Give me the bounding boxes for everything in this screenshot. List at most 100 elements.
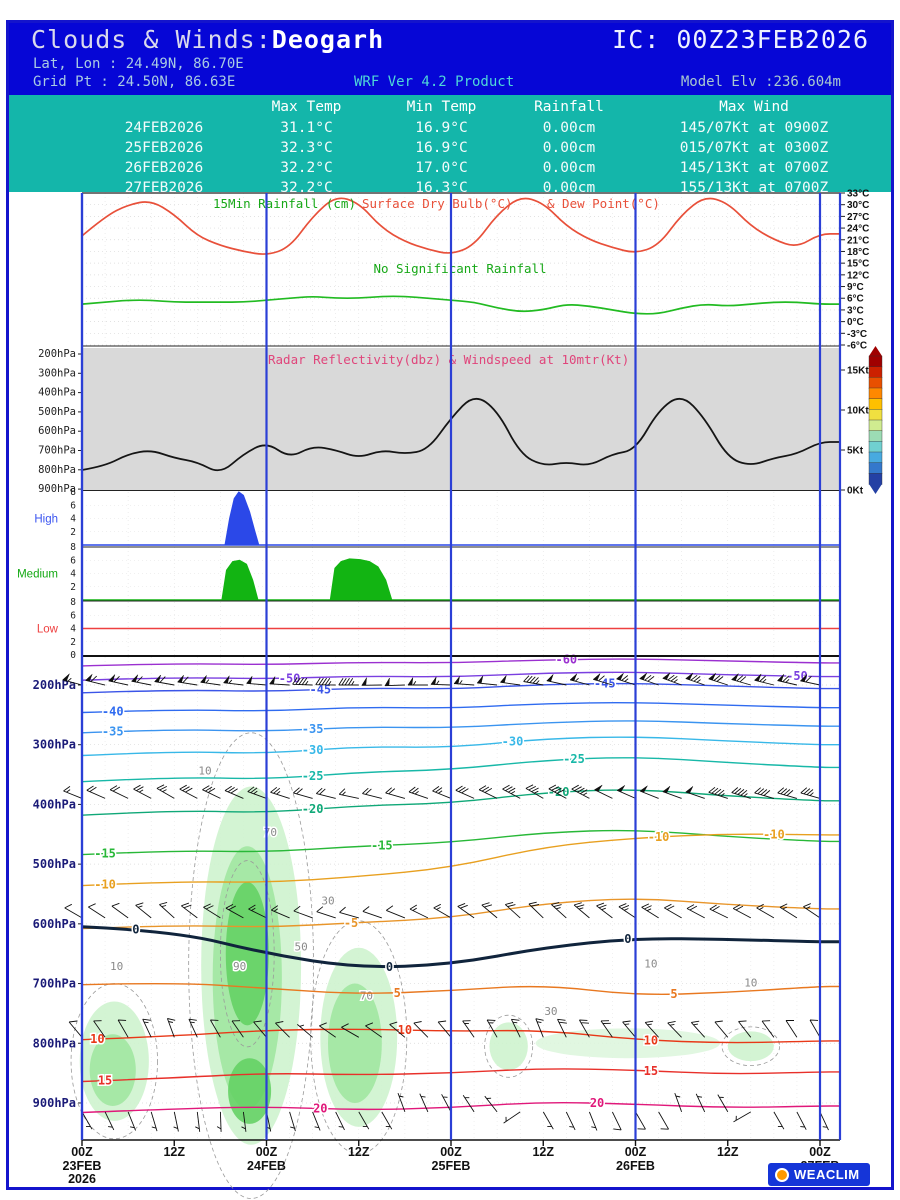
wind-barb	[385, 787, 406, 799]
path	[635, 1111, 646, 1130]
path	[413, 1021, 429, 1038]
table-cell: 16.3°C	[415, 180, 468, 196]
wind-barb	[639, 672, 659, 686]
wind-barb	[592, 673, 613, 686]
rh-shade	[727, 1031, 774, 1062]
wind-barb	[773, 1111, 785, 1130]
lat-lon-label: Lat, Lon : 24.49N, 86.70E	[33, 56, 244, 72]
path	[63, 786, 83, 799]
wind-barb	[275, 1021, 290, 1038]
temp-axis-tick: 24°C	[847, 224, 869, 235]
wind-barb	[803, 903, 821, 919]
time-tick-label: 00Z	[809, 1145, 831, 1159]
rh-contour	[484, 1014, 534, 1078]
wind-scale-tick: 15Kt	[847, 366, 869, 377]
table-cell: 0.00cm	[542, 120, 596, 136]
path	[714, 1020, 729, 1038]
date-label: 23FEB	[63, 1159, 102, 1173]
wind-barb	[289, 1111, 296, 1132]
table-cell: 155/13Kt at 0700Z	[679, 180, 829, 196]
wind-barb	[62, 673, 83, 686]
path	[756, 903, 775, 919]
temp-contour--35	[81, 720, 840, 734]
wind-barb	[437, 1020, 452, 1038]
no-rainfall-annotation: No Significant Rainfall	[373, 261, 546, 276]
wind-barb	[117, 1019, 129, 1038]
wind-barb	[111, 902, 129, 919]
table-header-row: Max Temp Min Temp Rainfall Max Wind	[89, 98, 889, 116]
wind-barb	[615, 673, 636, 686]
surface-dry-bulb-c-line	[81, 197, 840, 255]
path	[618, 903, 636, 919]
wind-barb	[386, 905, 406, 919]
path	[200, 675, 207, 684]
wind-scale-tick: 10Kt	[847, 406, 869, 417]
path	[338, 678, 359, 686]
path	[504, 901, 521, 919]
path	[776, 674, 785, 682]
temp-contour--15	[81, 829, 840, 856]
path	[408, 786, 429, 799]
okta-tick: 4	[70, 569, 76, 580]
wind-barb	[777, 787, 798, 799]
path	[548, 784, 567, 799]
wind-barb	[455, 785, 475, 799]
wind-barb	[88, 903, 106, 919]
wind-barb	[708, 673, 728, 686]
okta-tick: 8	[70, 487, 76, 498]
path	[667, 1020, 682, 1038]
contour-label: 10	[644, 1033, 658, 1047]
path	[419, 1093, 429, 1113]
wind-barb	[397, 1092, 406, 1113]
path	[109, 785, 129, 799]
path	[569, 673, 578, 682]
wind-barb	[362, 787, 382, 799]
wind-barb	[809, 1019, 821, 1038]
path	[127, 1111, 137, 1131]
okta-tick: 8	[70, 542, 76, 553]
wind-barb	[338, 788, 359, 799]
path	[596, 902, 613, 919]
dew-point-title: & Dew Point(°C)	[547, 196, 660, 211]
wind-barb	[246, 676, 267, 686]
rh-shade	[225, 882, 269, 1026]
wind-barb	[569, 673, 590, 686]
temp-contour--50	[81, 671, 840, 681]
wind-barb	[339, 906, 359, 919]
path	[365, 1022, 383, 1038]
path	[133, 784, 152, 799]
dbz-colorbar-cell	[868, 355, 883, 368]
path	[809, 1019, 821, 1038]
temp-axis-tick: -3°C	[847, 329, 867, 340]
path	[753, 673, 762, 682]
wind-barb	[484, 1095, 498, 1113]
path	[335, 1111, 345, 1131]
contour-label: 5	[394, 986, 401, 1000]
path	[225, 904, 244, 919]
path	[800, 787, 821, 799]
table-row: 27FEB2026 32.2°C 16.3°C 0.00cm 155/13Kt at 0…	[89, 179, 889, 197]
path	[639, 785, 648, 793]
wind-barb	[293, 787, 313, 799]
path	[297, 1024, 313, 1038]
dry-bulb-title: Surface Dry Bulb(°C)	[362, 196, 513, 211]
path	[181, 902, 198, 919]
path	[397, 1092, 406, 1113]
wind-barb	[714, 1020, 729, 1038]
wind-barb	[179, 784, 198, 799]
wind-barb	[173, 1111, 179, 1132]
temp-contour--20	[81, 789, 840, 816]
path	[546, 674, 554, 682]
dbz-colorbar-cell	[868, 462, 883, 475]
path	[246, 676, 253, 684]
page-frame	[6, 20, 894, 1190]
wind-barb	[674, 1092, 683, 1113]
wind-barb	[135, 902, 152, 919]
path	[316, 906, 336, 919]
wind-barb	[365, 1022, 383, 1038]
path	[248, 904, 267, 919]
radar-pressure-tick: 400hPa	[38, 387, 76, 399]
table-cell: 24FEB2026	[124, 120, 204, 136]
path	[600, 1020, 613, 1038]
path	[117, 1019, 129, 1038]
